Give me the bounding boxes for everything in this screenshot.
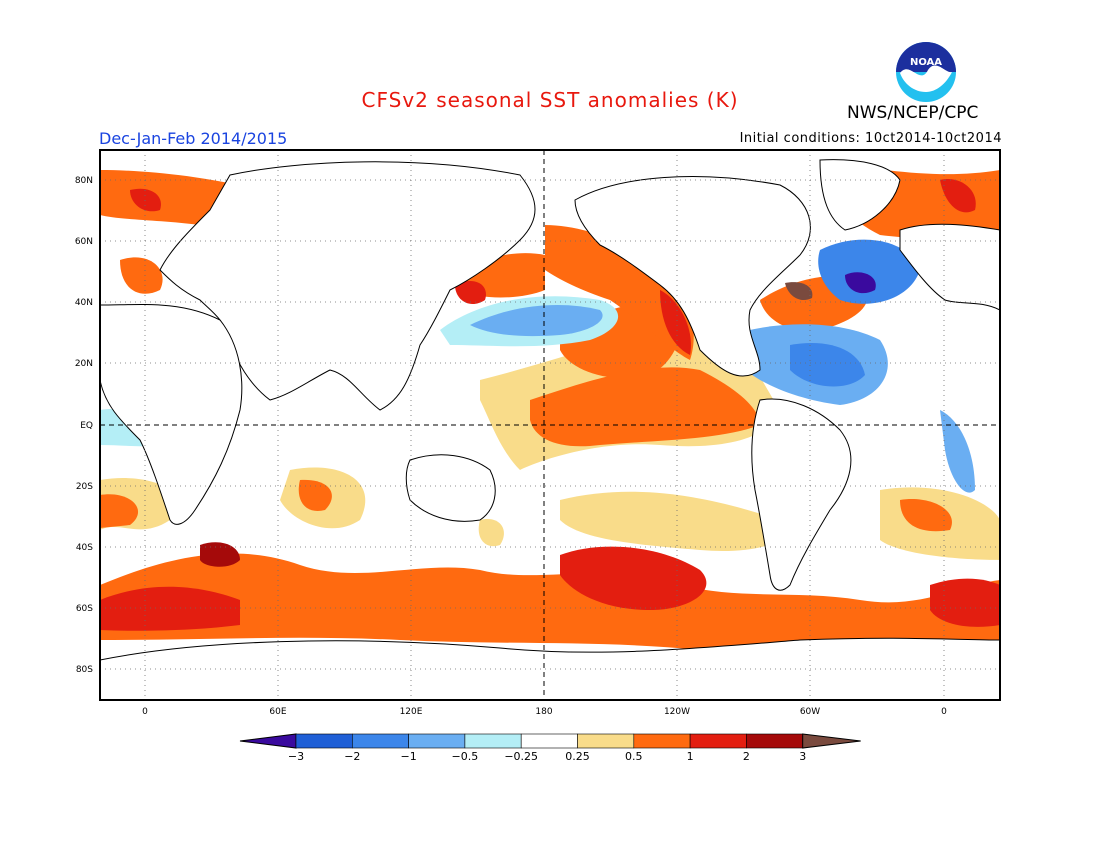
- north-pacific-cool-anomaly: [440, 296, 619, 347]
- colorbar-tick-label: −2: [344, 750, 360, 763]
- colorbar-bin: [633, 733, 691, 749]
- lon-tick-label: 60W: [800, 707, 820, 717]
- lon-tick-label: 0: [941, 707, 947, 717]
- colorbar-bin: [746, 733, 804, 749]
- southern-ocean-warm-anomaly: [100, 467, 1000, 656]
- north-atlantic-anomalies: [730, 160, 1000, 405]
- noaa-logo-icon: NOAA: [896, 42, 956, 102]
- colorbar-tick-label: 0.5: [625, 750, 643, 763]
- colorbar-bin: [520, 733, 578, 749]
- colorbar-bin: [464, 733, 522, 749]
- lon-tick-label: 180: [535, 707, 552, 717]
- agency-label: NWS/NCEP/CPC: [847, 103, 979, 123]
- lat-tick-label: EQ: [80, 421, 93, 431]
- continents-outline: [100, 159, 1000, 700]
- colorbar-bin: [689, 733, 747, 749]
- lat-tick-label: 20S: [76, 482, 93, 492]
- lat-tick-label: 80S: [76, 665, 93, 675]
- lat-tick-label: 60S: [76, 604, 93, 614]
- colorbar-min-arrow: [239, 733, 297, 749]
- lon-tick-label: 0: [142, 707, 148, 717]
- lat-tick-label: 40N: [75, 298, 93, 308]
- colorbar-bin: [577, 733, 635, 749]
- initial-conditions-label: Initial conditions: 10ct2014-10ct2014: [739, 131, 1002, 146]
- colorbar-bin: [351, 733, 409, 749]
- equator-dateline-lines: [100, 150, 1000, 700]
- lon-tick-label: 60E: [269, 707, 286, 717]
- noaa-logo-text: NOAA: [910, 57, 942, 68]
- colorbar-tick-label: 1: [687, 750, 694, 763]
- colorbar-bin: [408, 733, 466, 749]
- colorbar-tick-label: −3: [288, 750, 304, 763]
- colorbar-tick-label: −1: [400, 750, 416, 763]
- colorbar-tick-label: −0.5: [452, 750, 479, 763]
- lat-tick-label: 40S: [76, 543, 93, 553]
- lon-tick-label: 120E: [400, 707, 423, 717]
- season-label: Dec-Jan-Feb 2014/2015: [99, 129, 288, 148]
- colorbar-tick-label: 0.25: [565, 750, 590, 763]
- colorbar-tick-label: 3: [799, 750, 806, 763]
- colorbar-tick-label: −0.25: [504, 750, 538, 763]
- colorbar-max-arrow: [802, 733, 861, 749]
- map-frame: [99, 149, 1001, 701]
- lat-tick-label: 20N: [75, 359, 93, 369]
- colorbar-bin: [295, 733, 353, 749]
- lon-tick-label: 120W: [664, 707, 690, 717]
- map-title: CFSv2 seasonal SST anomalies (K): [361, 88, 739, 112]
- lat-tick-label: 80N: [75, 176, 93, 186]
- colorbar-tick-label: 2: [743, 750, 750, 763]
- lat-tick-label: 60N: [75, 237, 93, 247]
